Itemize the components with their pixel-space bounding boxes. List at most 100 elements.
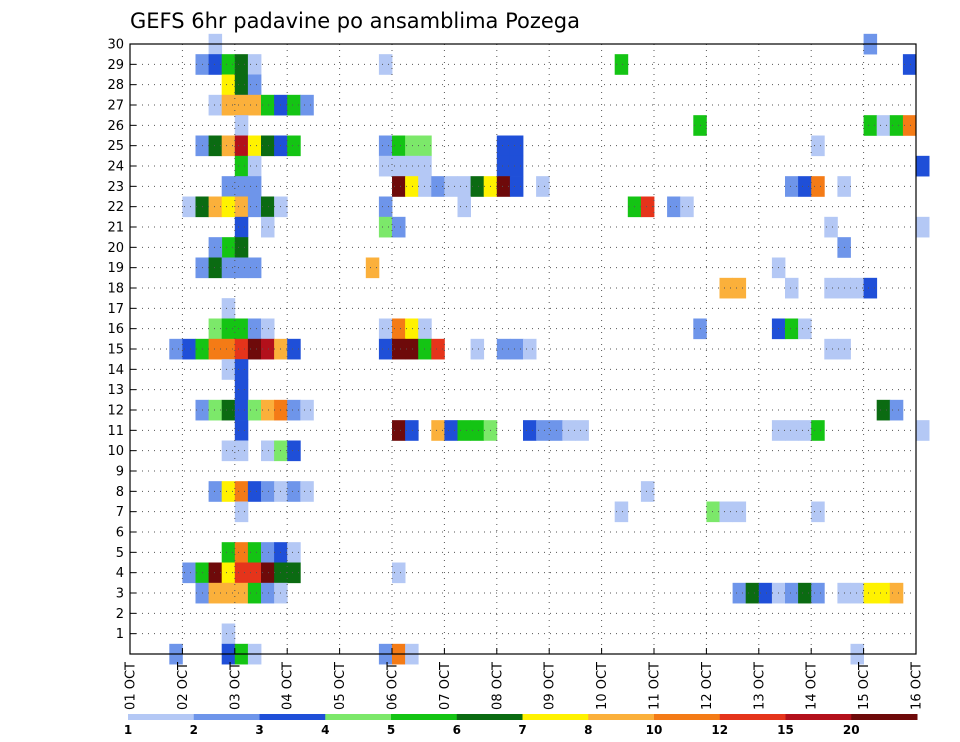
heat-cell <box>208 582 223 604</box>
y-tick-label: 24 <box>107 160 124 175</box>
heat-cell <box>261 135 275 157</box>
heat-cell <box>405 176 419 197</box>
heat-cell <box>221 440 236 462</box>
y-tick-label: 20 <box>107 241 124 256</box>
heat-cell <box>758 582 773 604</box>
heat-cell <box>221 359 236 380</box>
heat-cell <box>287 94 301 116</box>
heat-cell <box>261 318 275 340</box>
heat-cell <box>234 155 249 177</box>
heat-cell <box>392 155 406 177</box>
colorbar-label: 15 <box>777 723 794 737</box>
heat-cell <box>221 298 236 319</box>
y-tick-label: 5 <box>116 546 124 561</box>
heat-cell <box>221 257 236 279</box>
heat-cell <box>221 399 236 421</box>
colorbar-label: 5 <box>387 723 395 737</box>
heat-cell <box>261 440 275 462</box>
x-tick-label: 10 OCT <box>595 662 610 710</box>
heat-cell <box>889 582 904 604</box>
y-tick-label: 3 <box>116 587 124 602</box>
heat-cell <box>536 420 550 441</box>
heat-cell <box>287 542 301 563</box>
heat-cell <box>208 318 223 340</box>
heat-cell <box>378 338 393 360</box>
heat-cell <box>234 542 249 563</box>
heat-cell <box>221 481 236 502</box>
heat-cell <box>221 562 236 584</box>
heat-cell <box>234 176 249 197</box>
heat-cell <box>732 277 747 299</box>
x-tick-label: 09 OCT <box>543 662 558 710</box>
heat-cell <box>287 481 301 502</box>
heat-cell <box>444 420 458 441</box>
heat-cell <box>221 318 236 340</box>
heat-cell <box>470 338 485 360</box>
heat-cell <box>208 135 223 157</box>
colorbar-segment <box>193 714 260 720</box>
y-tick-label: 23 <box>107 180 124 195</box>
y-tick-label: 15 <box>107 343 124 358</box>
heat-cell <box>916 420 930 441</box>
heat-cell <box>234 74 249 96</box>
y-tick-label: 19 <box>107 261 124 276</box>
heat-cell <box>719 501 733 523</box>
x-tick-label: 14 OCT <box>805 662 820 710</box>
heat-cell <box>234 379 249 401</box>
y-tick-label: 10 <box>107 444 124 459</box>
heat-cell <box>405 420 419 441</box>
y-tick-label: 6 <box>116 526 124 541</box>
heat-cell <box>798 176 812 197</box>
heat-cell <box>811 420 825 441</box>
x-tick-label: 16 OCT <box>910 662 925 710</box>
heat-cell <box>824 277 838 299</box>
heat-cell <box>208 399 223 421</box>
x-tick-label: 15 OCT <box>857 662 872 710</box>
heat-cell <box>785 582 799 604</box>
heat-cell <box>287 440 301 462</box>
heat-cell <box>221 74 236 96</box>
heat-cell <box>247 562 262 584</box>
heat-cell <box>247 176 262 197</box>
heat-cell <box>208 54 223 75</box>
heat-cell <box>444 176 458 197</box>
heat-cell <box>457 420 471 441</box>
heat-cell <box>405 155 419 177</box>
heat-cell <box>234 582 249 604</box>
colorbar-segment <box>456 714 523 720</box>
heat-cell <box>798 318 812 340</box>
heat-cell <box>850 277 864 299</box>
heat-cell <box>378 216 393 238</box>
y-tick-label: 9 <box>116 465 124 480</box>
heat-cell <box>902 115 917 136</box>
heat-cell <box>496 135 511 157</box>
heat-cell <box>496 338 511 360</box>
heat-cell <box>247 196 262 218</box>
heat-cell <box>234 420 249 441</box>
colorbar-label: 4 <box>321 723 329 737</box>
heat-cell <box>496 176 511 197</box>
heat-cell <box>378 54 393 75</box>
heat-cell <box>706 501 720 523</box>
grid-layer <box>130 43 916 654</box>
heat-cell <box>261 399 275 421</box>
y-axis: 1234567891011121314151617181920212223242… <box>107 38 136 642</box>
colorbar-label: 1 <box>124 723 132 737</box>
heat-cell <box>811 176 825 197</box>
heat-cell <box>261 216 275 238</box>
y-tick-label: 4 <box>116 566 124 581</box>
heat-cell <box>261 542 275 563</box>
y-tick-label: 7 <box>116 505 124 520</box>
heat-cell <box>916 155 930 177</box>
y-tick-label: 16 <box>107 322 124 337</box>
heat-cell <box>523 420 537 441</box>
heat-cell <box>221 54 236 75</box>
heat-cell <box>247 54 262 75</box>
heat-cell <box>234 338 249 360</box>
heat-cell <box>221 176 236 197</box>
heat-cell <box>798 420 812 441</box>
heat-cell <box>208 562 223 584</box>
heat-cell <box>850 582 864 604</box>
heat-cell <box>261 338 275 360</box>
y-tick-label: 2 <box>116 607 124 622</box>
